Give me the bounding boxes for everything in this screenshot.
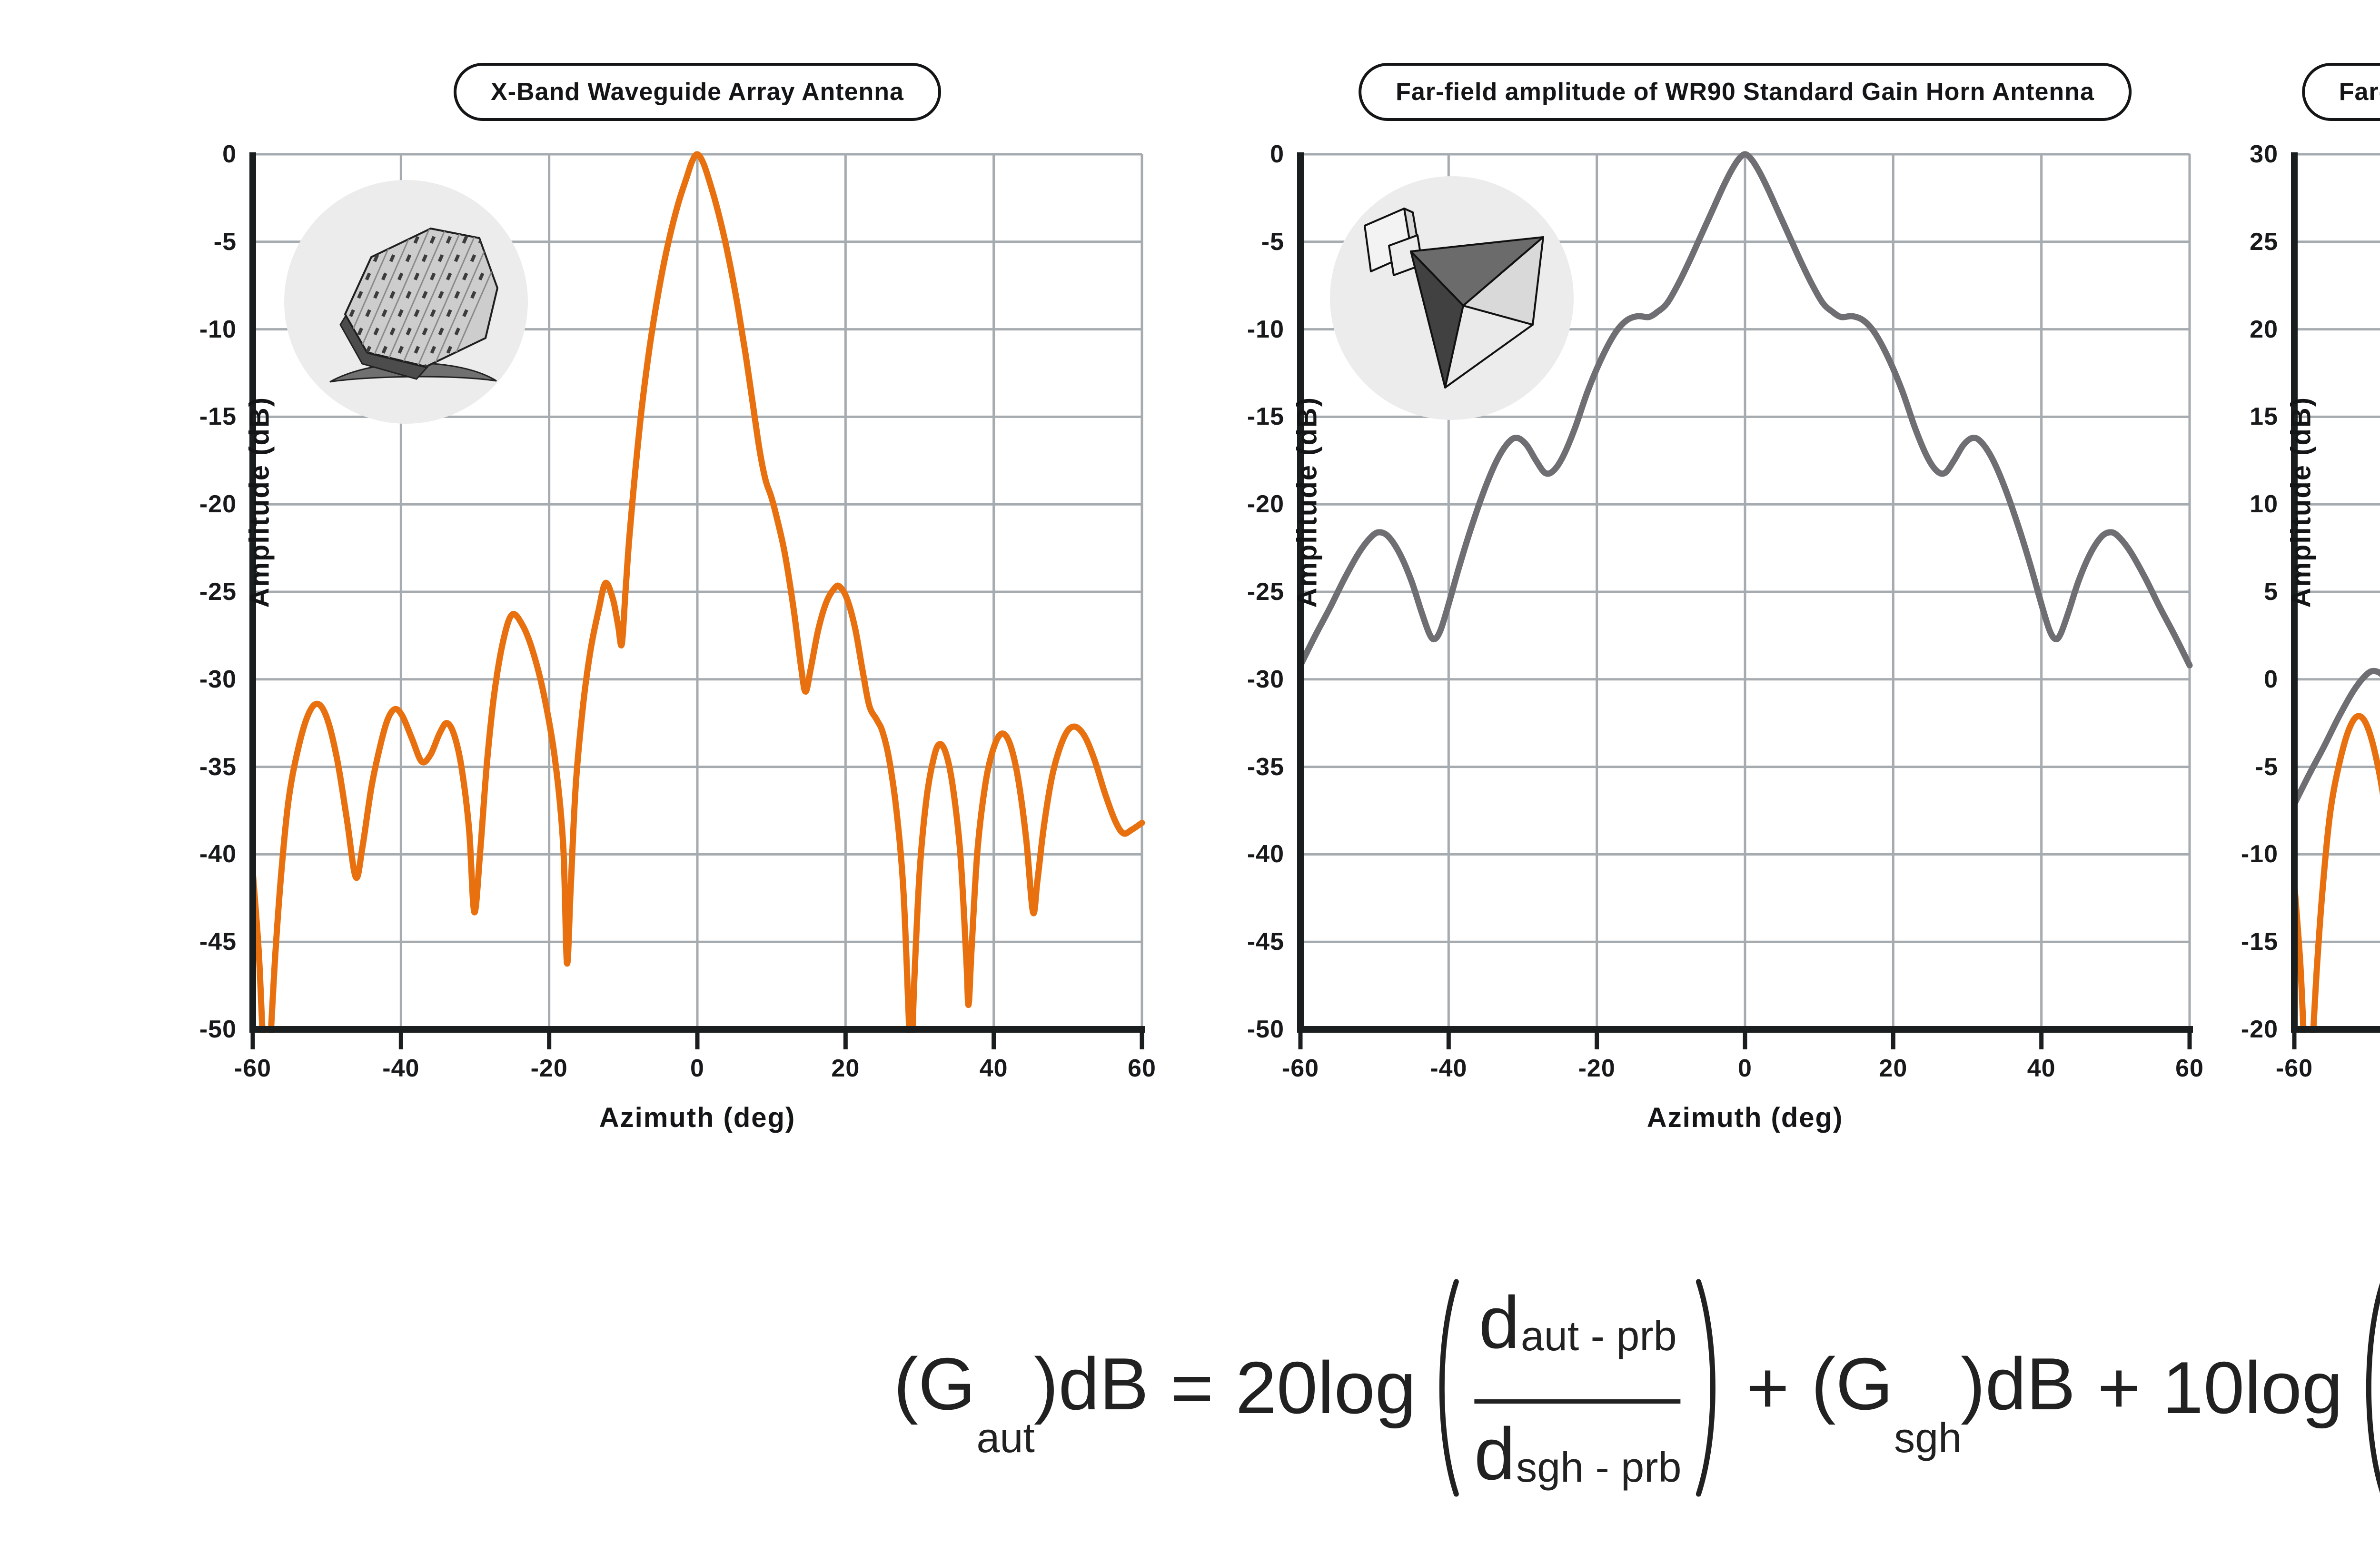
x-tick-label: 60 bbox=[2175, 1055, 2204, 1082]
fraction-bar bbox=[1474, 1399, 1681, 1404]
y-tick-label: -15 bbox=[1247, 403, 1284, 431]
x-tick-label: 60 bbox=[1128, 1055, 1156, 1082]
y-tick-label: -45 bbox=[199, 928, 237, 956]
y-tick-label: -5 bbox=[1261, 228, 1284, 256]
left-parenthesis-icon bbox=[2366, 1282, 2380, 1494]
fraction-numerator: d aut - prb bbox=[1478, 1281, 1677, 1364]
formula-plus: + bbox=[2097, 1346, 2141, 1429]
y-tick-label: -35 bbox=[1247, 753, 1284, 781]
y-tick-label: 0 bbox=[1270, 140, 1284, 168]
panel-xband-array-pattern: X-Band Waveguide Array Antenna Amplitude… bbox=[199, 63, 1156, 1133]
y-tick-label: -15 bbox=[2241, 928, 2278, 956]
formula-plus: + bbox=[1746, 1346, 1789, 1429]
y-tick-label: -25 bbox=[1247, 578, 1284, 606]
y-tick-label: -40 bbox=[1247, 840, 1284, 868]
y-tick-label: 25 bbox=[2250, 228, 2278, 256]
formula-equals: = bbox=[1170, 1346, 1214, 1429]
x-tick-label: -60 bbox=[2275, 1055, 2313, 1082]
y-tick-label: -30 bbox=[199, 665, 237, 693]
y-tick-label: -50 bbox=[199, 1016, 237, 1043]
right-parenthesis-icon bbox=[1696, 1279, 1716, 1497]
x-tick-label: -40 bbox=[382, 1055, 420, 1082]
x-tick-label: -20 bbox=[530, 1055, 568, 1082]
x-tick-label: 20 bbox=[831, 1055, 860, 1082]
y-tick-label: 0 bbox=[222, 140, 237, 168]
x-tick-label: -60 bbox=[1281, 1055, 1319, 1082]
y-tick-label: 0 bbox=[2264, 665, 2278, 693]
x-tick-label: -60 bbox=[234, 1055, 272, 1082]
y-tick-label: -20 bbox=[2241, 1016, 2278, 1043]
y-axis-label: Amplitude (dB) bbox=[244, 396, 275, 608]
left-parenthesis-icon bbox=[1439, 1279, 1459, 1497]
x-tick-label: 40 bbox=[2027, 1055, 2056, 1082]
y-tick-label: -10 bbox=[199, 315, 237, 343]
x-axis-label: Azimuth (deg) bbox=[599, 1102, 796, 1133]
y-tick-label: -20 bbox=[1247, 490, 1284, 518]
y-tick-label: -20 bbox=[199, 490, 237, 518]
y-tick-label: -50 bbox=[1247, 1016, 1284, 1043]
panel-title-pill: Far-field amplitude of X-band-WG-Array R… bbox=[2301, 63, 2380, 121]
panel-title-pill: Far-field amplitude of WR90 Standard Gai… bbox=[1359, 63, 2132, 121]
y-tick-label: -40 bbox=[199, 840, 237, 868]
y-tick-label: -5 bbox=[213, 228, 237, 256]
x-tick-label: -40 bbox=[1430, 1055, 1468, 1082]
y-axis-label: Amplitude (dB) bbox=[2285, 396, 2317, 608]
formula-coef-20log: 20log bbox=[1235, 1346, 1416, 1429]
plot-canvas bbox=[2291, 152, 2380, 1049]
x-tick-label: 20 bbox=[1879, 1055, 1908, 1082]
y-tick-label: -30 bbox=[1247, 665, 1284, 693]
panel-referenced-pattern: Far-field amplitude of X-band-WG-Array R… bbox=[2241, 63, 2380, 1082]
curve-aut bbox=[2291, 713, 2380, 1033]
waveguide-array-inset-illustration bbox=[284, 180, 528, 424]
y-tick-label: -25 bbox=[199, 578, 237, 606]
horn-antenna-inset-illustration bbox=[1330, 176, 1574, 420]
y-tick-label: -10 bbox=[1247, 315, 1284, 343]
horn-body bbox=[1364, 208, 1544, 389]
y-axis-label: Amplitude (dB) bbox=[1291, 396, 1323, 608]
horn-mouth-lower-face bbox=[1444, 305, 1534, 389]
x-axis-label: Azimuth (deg) bbox=[1646, 1102, 1844, 1133]
y-tick-label: -5 bbox=[2255, 753, 2278, 781]
gain-transfer-formula: (Gaut)dB = 20log d aut - prb d sgh - prb +… bbox=[893, 1276, 2380, 1500]
panel-title-pill: X-Band Waveguide Array Antenna bbox=[454, 63, 941, 121]
x-tick-label: -20 bbox=[1578, 1055, 1616, 1082]
x-axis-label: Azimuth (deg) bbox=[2294, 1102, 2380, 1134]
x-tick-label: 40 bbox=[979, 1055, 1008, 1082]
y-tick-label: -35 bbox=[199, 753, 237, 781]
x-tick-label: 0 bbox=[690, 1055, 704, 1082]
y-tick-label: 15 bbox=[2250, 403, 2278, 431]
y-tick-label: 10 bbox=[2250, 490, 2278, 518]
formula-lhs: (Gaut)dB bbox=[893, 1342, 1149, 1461]
curve-sgh bbox=[1297, 151, 2193, 668]
y-tick-label: -15 bbox=[199, 403, 237, 431]
curve-aut bbox=[249, 151, 1145, 1033]
y-tick-label: -45 bbox=[1247, 928, 1284, 956]
y-tick-label: -10 bbox=[2241, 840, 2278, 868]
legend: AUT SGH bbox=[2294, 1166, 2380, 1198]
y-tick-label: 20 bbox=[2250, 315, 2278, 343]
x-tick-label: 0 bbox=[1738, 1055, 1752, 1082]
y-tick-label: 5 bbox=[2264, 578, 2278, 606]
fraction-denominator: d sgh - prb bbox=[1474, 1412, 1682, 1495]
formula-gsgh-term: (Gsgh)dB bbox=[1811, 1342, 2076, 1461]
distance-ratio-fraction: d aut - prb d sgh - prb bbox=[1474, 1286, 1681, 1491]
y-tick-label: 30 bbox=[2250, 140, 2278, 168]
formula-coef-10log: 10log bbox=[2162, 1346, 2343, 1429]
panel-sgh-pattern: Far-field amplitude of WR90 Standard Gai… bbox=[1247, 63, 2203, 1133]
